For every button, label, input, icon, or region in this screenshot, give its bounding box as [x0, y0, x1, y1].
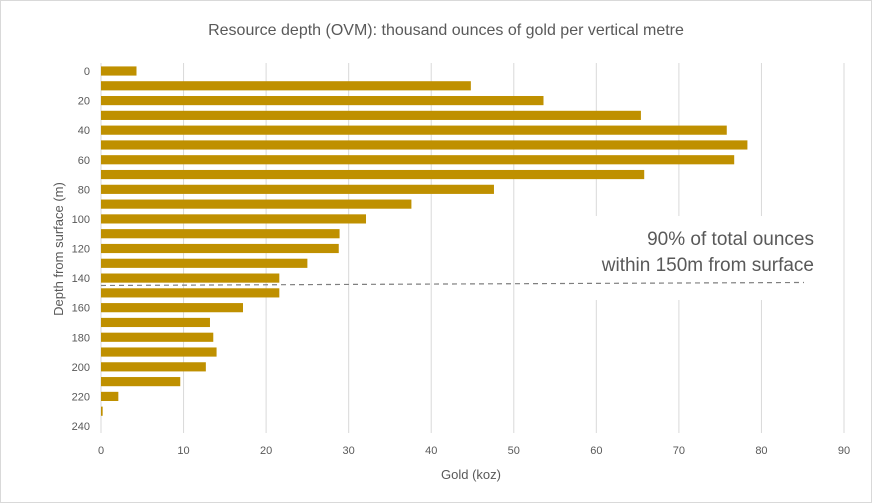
x-tick-label-50: 50 [508, 445, 520, 457]
y-tick-label-200: 200 [72, 362, 90, 374]
y-tick-label-220: 220 [72, 391, 90, 403]
annotation-line-2: within 150m from surface [601, 255, 814, 276]
bar-depth-100 [101, 214, 367, 224]
bar-depth-20 [101, 95, 544, 106]
y-tick-label-180: 180 [72, 332, 90, 344]
bar-depth-220 [101, 391, 119, 402]
x-tick-label-80: 80 [755, 445, 767, 457]
bar-depth-230 [101, 406, 103, 416]
x-tick-label-0: 0 [98, 445, 104, 457]
x-tick-label-30: 30 [343, 445, 355, 457]
bar-depth-120 [101, 243, 339, 254]
bar-depth-170 [101, 317, 210, 328]
bar-depth-190 [101, 347, 217, 357]
bar-depth-70 [101, 169, 645, 180]
bar-depth-10 [101, 81, 471, 91]
x-axis-ticks: 0 10 20 30 40 50 60 70 80 90 [98, 445, 850, 457]
bar-depth-80 [101, 184, 494, 194]
y-axis-ticks: 0 20 40 60 80 100 120 140 160 180 200 220 240 [72, 66, 90, 433]
chart-title: Resource depth (OVM): thousand ounces of… [208, 22, 684, 39]
reference-line-150m [100, 281, 805, 287]
y-tick-label-60: 60 [78, 155, 90, 167]
x-tick-label-10: 10 [177, 445, 189, 457]
x-tick-label-20: 20 [260, 445, 272, 457]
bar-depth-50 [101, 140, 748, 150]
annotation-background [567, 216, 825, 300]
x-tick-label-70: 70 [673, 445, 685, 457]
bar-depth-30 [101, 110, 641, 120]
y-tick-label-240: 240 [72, 421, 90, 433]
bar-depth-200 [101, 362, 206, 372]
x-tick-label-90: 90 [838, 445, 850, 457]
bar-depth-160 [101, 303, 243, 313]
y-tick-label-0: 0 [84, 66, 90, 78]
y-tick-label-140: 140 [72, 273, 90, 285]
y-axis-title: Depth from surface (m) [51, 182, 66, 316]
bar-depth-60 [101, 155, 735, 165]
bar-depth-150 [101, 288, 280, 298]
bar-depth-130 [101, 258, 308, 268]
bar-depth-110 [101, 229, 340, 239]
bar-depth-180 [101, 332, 214, 342]
y-tick-label-120: 120 [72, 244, 90, 256]
y-tick-label-20: 20 [78, 96, 90, 108]
bar-depth-140 [101, 273, 280, 283]
bar-depth-90 [101, 199, 412, 209]
y-tick-label-40: 40 [78, 125, 90, 137]
annotation-line-1: 90% of total ounces [647, 229, 814, 250]
x-axis-title: Gold (koz) [441, 467, 501, 482]
bar-depth-40 [101, 125, 727, 135]
bar-depth-210 [101, 377, 181, 387]
y-tick-label-80: 80 [78, 184, 90, 196]
y-tick-label-100: 100 [72, 214, 90, 226]
y-tick-label-160: 160 [72, 303, 90, 315]
x-tick-label-40: 40 [425, 445, 437, 457]
bar-depth-0 [101, 66, 137, 76]
bars [101, 66, 748, 416]
x-tick-label-60: 60 [590, 445, 602, 457]
